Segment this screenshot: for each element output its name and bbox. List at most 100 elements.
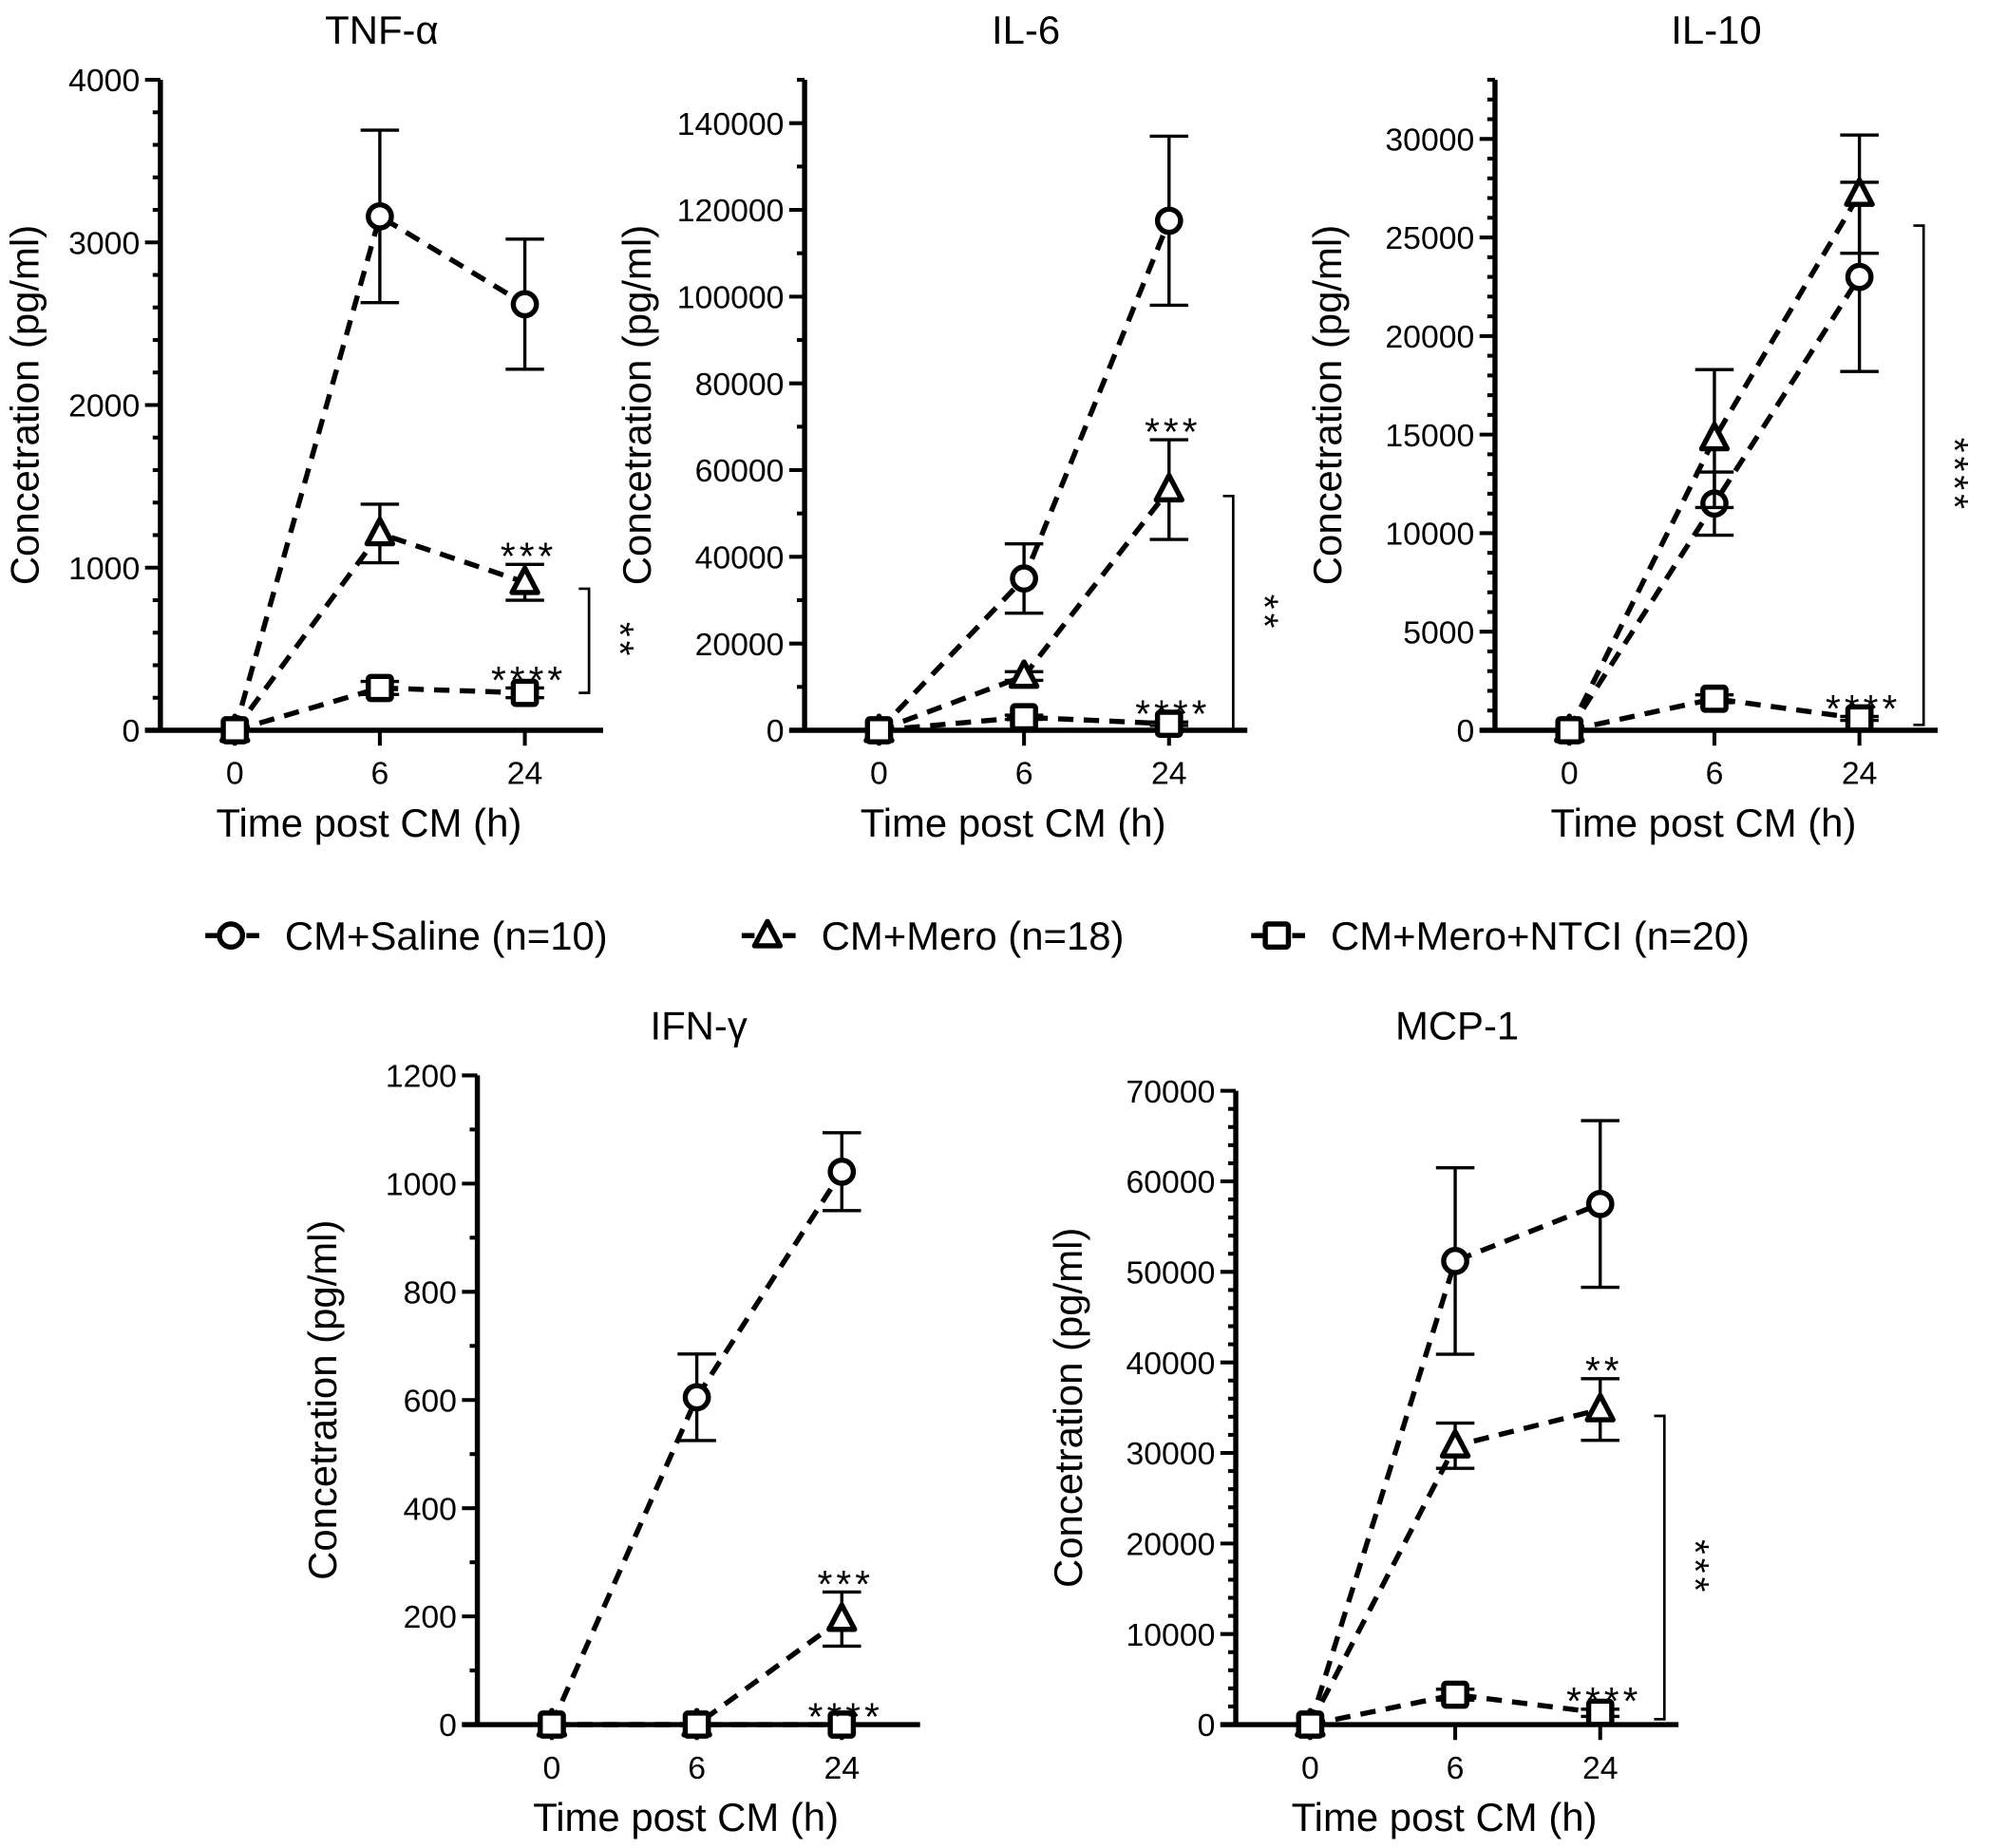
series-square	[864, 703, 1189, 745]
x-tick-label: 0	[1561, 756, 1579, 792]
series-circle	[220, 128, 544, 745]
data-point	[1584, 1392, 1616, 1423]
significance-bracket	[1654, 1414, 1666, 1721]
data-point	[1441, 1680, 1469, 1709]
series-line	[1568, 696, 1860, 733]
chart-panel-IL-6: IL-6 0 20000 40000 60000 80000 100000 120000 140…	[615, 8, 1286, 845]
x-tick-label: 0	[870, 756, 888, 792]
x-axis-label: Time post CM (h)	[216, 801, 521, 845]
y-tick-label: 0	[439, 1707, 457, 1744]
x-axis-label: Time post CM (h)	[533, 1795, 839, 1839]
x-tick-label: 6	[371, 756, 389, 792]
data-point	[1441, 1247, 1469, 1275]
series-line	[879, 714, 1169, 733]
y-tick-label: 60000	[695, 453, 785, 489]
data-point	[1585, 1698, 1615, 1727]
significance-label: ***	[818, 1562, 874, 1606]
data-point	[864, 716, 894, 745]
y-tick-label: 800	[404, 1274, 457, 1311]
series-square	[220, 673, 544, 745]
y-tick-label: 40000	[1127, 1346, 1216, 1382]
bracket-label: ****	[1933, 438, 1977, 513]
data-point	[510, 290, 540, 319]
data-point	[1698, 422, 1731, 452]
data-point	[1008, 659, 1040, 689]
significance-label: ****	[1566, 1679, 1641, 1723]
data-point	[220, 716, 250, 745]
x-tick-label: 6	[688, 1750, 706, 1786]
y-tick-label: 0	[1457, 713, 1475, 749]
data-point	[827, 1710, 857, 1739]
x-tick-label: 6	[1706, 756, 1724, 792]
data-point	[1555, 716, 1584, 745]
y-tick-label: 1000	[68, 551, 140, 587]
y-tick-label: 70000	[1127, 1074, 1216, 1110]
y-tick-label: 400	[404, 1491, 457, 1527]
series-triangle	[1295, 1377, 1619, 1738]
y-tick-label: 15000	[1385, 418, 1474, 454]
significance-label: ****	[1826, 687, 1901, 730]
data-point	[510, 678, 540, 707]
series-circle	[864, 134, 1189, 745]
chart-panel-TNF-α: TNF-α 0 1000 2000 3000 4000 0 6 24 Time post CM (…	[3, 8, 643, 845]
y-tick-label: 30000	[1385, 122, 1474, 158]
y-axis-label: Concetration (pg/ml)	[1305, 225, 1350, 585]
chart-title: IFN-γ	[650, 1004, 747, 1048]
x-tick-label: 0	[226, 756, 244, 792]
data-point	[1010, 703, 1038, 732]
y-tick-label: 10000	[1385, 517, 1474, 553]
data-point	[1296, 1710, 1325, 1739]
significance-label: ***	[501, 535, 557, 578]
y-tick-label: 100000	[677, 280, 785, 316]
x-tick-label: 24	[824, 1750, 860, 1786]
chart-title: MCP-1	[1395, 1004, 1519, 1048]
legend-label: CM+Mero+NTCI (n=20)	[1331, 914, 1750, 958]
y-tick-label: 2000	[68, 388, 140, 424]
data-point	[827, 1157, 857, 1186]
legend-square-icon	[1262, 921, 1292, 951]
chart-panel-MCP-1: MCP-1 0 10000 20000 30000 40000 50000 60000 7000…	[1046, 1004, 1717, 1840]
data-point	[1845, 704, 1874, 733]
series-triangle	[219, 502, 544, 744]
series-circle	[1296, 1119, 1619, 1739]
data-point	[682, 1710, 711, 1739]
y-tick-label: 25000	[1385, 220, 1474, 256]
legend-item: CM+Saline (n=10)	[205, 914, 608, 958]
series-line	[1309, 1691, 1601, 1727]
data-point	[366, 202, 394, 231]
data-point	[682, 1383, 711, 1412]
x-tick-label: 24	[1151, 756, 1187, 792]
y-axis-label: Concetration (pg/ml)	[300, 1220, 345, 1580]
y-tick-label: 10000	[1127, 1617, 1216, 1653]
series-square	[1555, 684, 1879, 745]
significance-bracket	[1913, 224, 1925, 726]
y-axis-label: Concetration (pg/ml)	[1046, 1228, 1090, 1588]
y-tick-label: 600	[404, 1383, 457, 1419]
y-tick-label: 80000	[695, 367, 785, 403]
data-point	[366, 673, 394, 703]
bracket-label: **	[598, 622, 642, 660]
significance-label: ****	[808, 1694, 883, 1738]
x-tick-label: 24	[1582, 1750, 1619, 1786]
x-axis-label: Time post CM (h)	[1292, 1795, 1598, 1839]
y-tick-label: 120000	[677, 193, 785, 229]
data-point	[1845, 262, 1874, 292]
significance-label: ***	[1145, 409, 1201, 453]
legend: CM+Saline (n=10) CM+Mero (n=18) CM+Mero+NT…	[205, 914, 1750, 958]
series-line	[1566, 193, 1862, 732]
x-axis-label: Time post CM (h)	[1551, 801, 1857, 845]
x-tick-label: 0	[1301, 1750, 1319, 1786]
legend-label: CM+Mero (n=18)	[822, 914, 1125, 958]
data-point	[1439, 1428, 1471, 1459]
y-tick-label: 200	[404, 1599, 457, 1635]
y-tick-label: 0	[1198, 1707, 1216, 1744]
y-tick-label: 20000	[1385, 319, 1474, 355]
y-tick-label: 20000	[695, 627, 785, 663]
y-tick-label: 1000	[386, 1167, 457, 1203]
data-point	[1010, 564, 1038, 594]
data-point	[364, 517, 396, 547]
y-tick-label: 0	[122, 713, 140, 749]
significance-label: **	[1585, 1348, 1623, 1392]
y-tick-label: 1200	[386, 1059, 457, 1095]
